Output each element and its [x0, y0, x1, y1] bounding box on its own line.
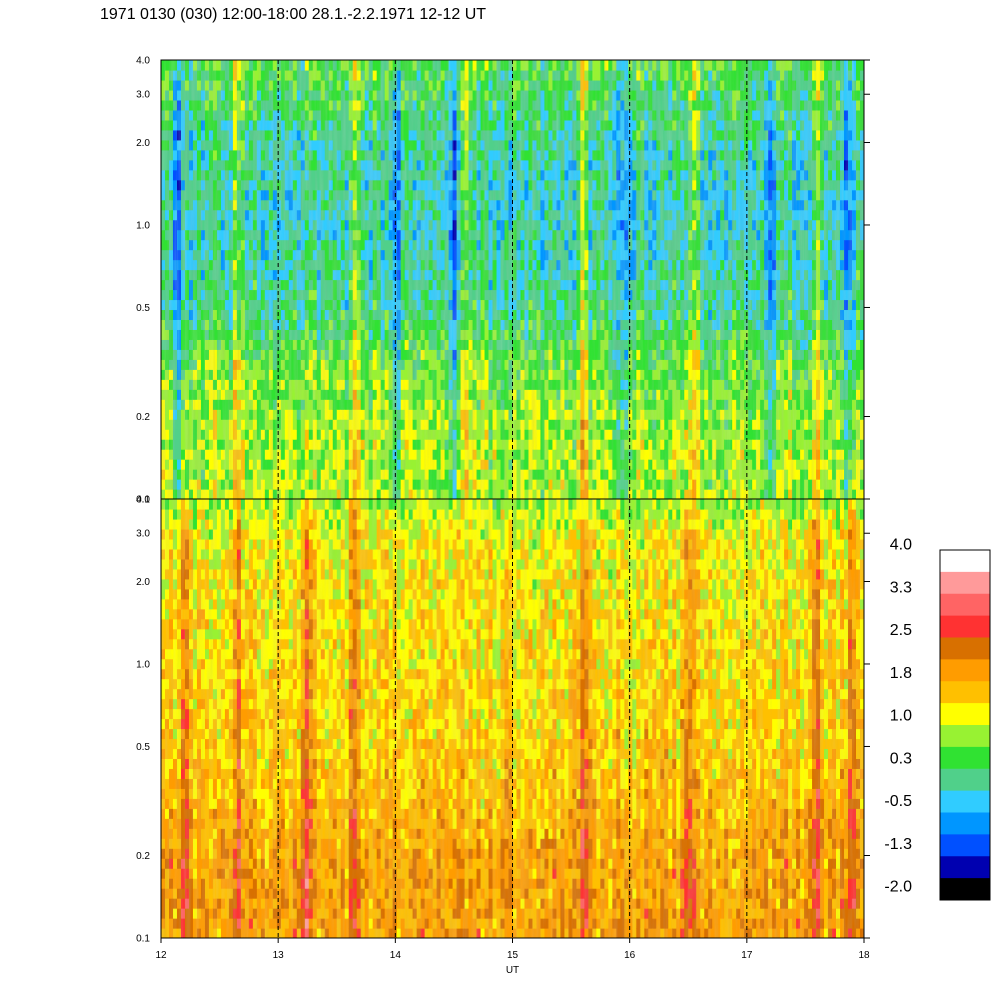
- chart-title: 1971 0130 (030) 12:00-18:00 28.1.-2.2.19…: [100, 6, 487, 23]
